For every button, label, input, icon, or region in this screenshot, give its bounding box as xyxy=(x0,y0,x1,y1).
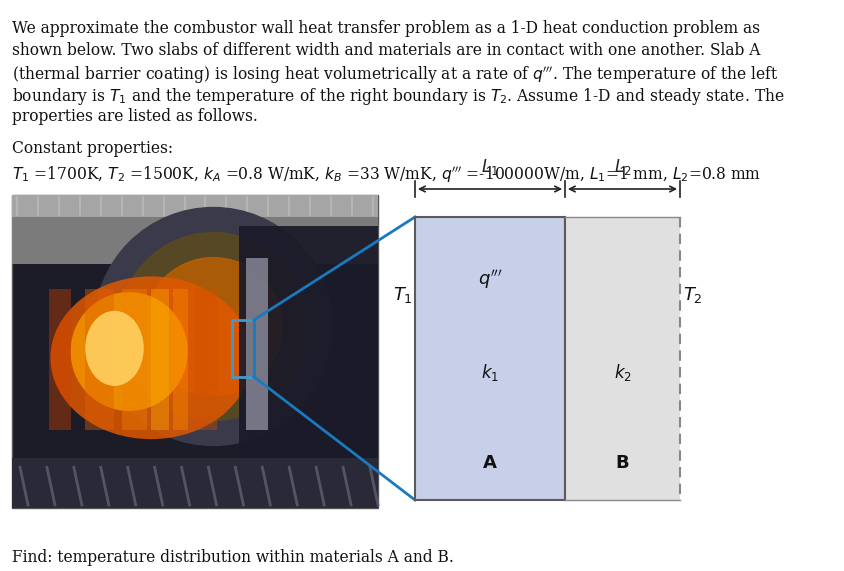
Text: properties are listed as follows.: properties are listed as follows. xyxy=(12,108,257,125)
Text: $T_2$: $T_2$ xyxy=(682,285,702,305)
Bar xyxy=(151,289,169,430)
Text: shown below. Two slabs of different width and materials are in contact with one : shown below. Two slabs of different widt… xyxy=(12,42,760,59)
Text: $k_1$: $k_1$ xyxy=(480,362,499,383)
Bar xyxy=(173,289,187,430)
Text: We approximate the combustor wall heat transfer problem as a 1-D heat conduction: We approximate the combustor wall heat t… xyxy=(12,20,759,37)
Bar xyxy=(122,289,147,430)
Text: $T_1$ =1700K, $T_2$ =1500K, $k_A$ =0.8 W/mK, $k_B$ =33 W/mK, $q^{\prime\prime\pr: $T_1$ =1700K, $T_2$ =1500K, $k_A$ =0.8 W… xyxy=(12,164,760,184)
Ellipse shape xyxy=(85,311,143,386)
Bar xyxy=(565,217,679,500)
Text: Find: temperature distribution within materials A and B.: Find: temperature distribution within ma… xyxy=(12,549,453,566)
Bar xyxy=(231,320,253,376)
Text: boundary is $T_1$ and the temperature of the right boundary is $T_2$. Assume 1-D: boundary is $T_1$ and the temperature of… xyxy=(12,86,784,107)
Text: $q'''$: $q'''$ xyxy=(477,268,501,291)
Text: $k_2$: $k_2$ xyxy=(613,362,630,383)
Bar xyxy=(246,258,268,430)
Bar xyxy=(85,289,114,430)
Bar xyxy=(195,289,217,430)
Bar xyxy=(12,195,377,508)
Bar xyxy=(12,195,377,264)
Text: $\mathbf{A}$: $\mathbf{A}$ xyxy=(482,454,497,472)
Text: $\mathbf{B}$: $\mathbf{B}$ xyxy=(614,454,629,472)
Text: $L_2$: $L_2$ xyxy=(613,157,630,177)
Circle shape xyxy=(95,207,332,445)
Text: Constant properties:: Constant properties: xyxy=(12,140,173,157)
Text: (thermal barrier coating) is losing heat volumetrically at a rate of $q^{\prime\: (thermal barrier coating) is losing heat… xyxy=(12,64,777,85)
Bar xyxy=(49,289,71,430)
Bar xyxy=(239,226,377,508)
Bar xyxy=(414,217,565,500)
Text: $L_1$: $L_1$ xyxy=(480,157,498,177)
Ellipse shape xyxy=(51,276,252,439)
Bar xyxy=(12,195,377,217)
Circle shape xyxy=(119,232,307,420)
Circle shape xyxy=(144,258,282,395)
Text: $T_1$: $T_1$ xyxy=(392,285,413,305)
Ellipse shape xyxy=(71,292,187,411)
Bar xyxy=(12,458,377,508)
